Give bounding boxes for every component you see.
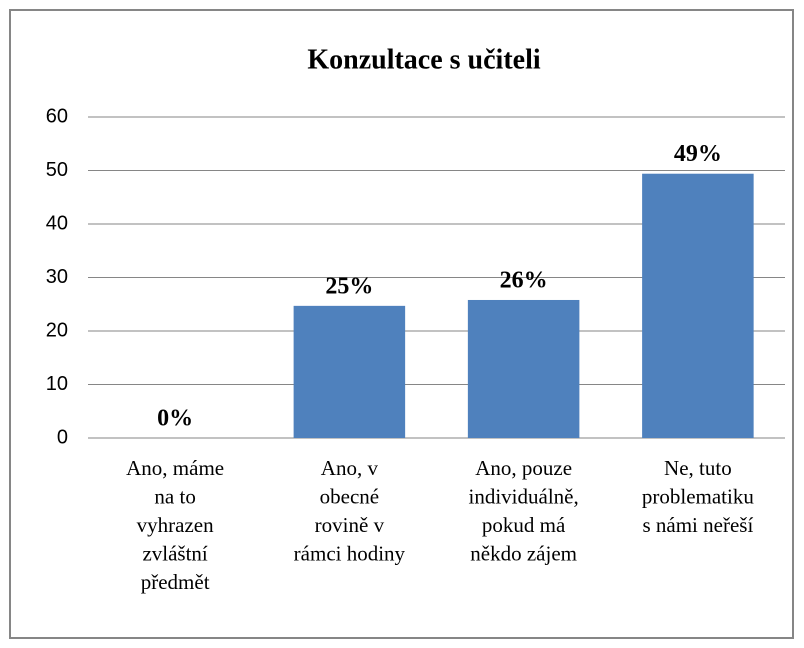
data-label: 26%: [500, 267, 548, 293]
bar: [293, 305, 406, 438]
x-tick-label: předmět: [141, 570, 210, 594]
y-tick-label: 30: [46, 266, 68, 288]
data-label: 25%: [325, 273, 373, 299]
x-tick-label: Ne, tuto: [664, 456, 732, 480]
x-tick-label: problematiku: [642, 484, 754, 508]
x-tick-label: někdo zájem: [470, 541, 577, 565]
x-tick-label: obecné: [320, 484, 379, 508]
y-tick-label: 20: [46, 319, 68, 341]
y-tick-label: 60: [46, 105, 68, 127]
y-tick-label: 10: [46, 373, 68, 395]
x-tick-label: Ano, pouze: [475, 456, 572, 480]
x-tick-label: pokud má: [482, 513, 566, 537]
x-tick-label: individuálně,: [469, 484, 579, 508]
x-tick-label: zvláštní: [142, 541, 207, 565]
data-label: 49%: [674, 141, 722, 167]
y-tick-label: 40: [46, 212, 68, 234]
y-tick-label: 0: [57, 426, 68, 448]
x-tick-label: Ano, máme: [126, 456, 224, 480]
x-tick-label: na to: [154, 484, 195, 508]
x-tick-label: rámci hodiny: [294, 541, 406, 565]
x-tick-label: rovině v: [315, 513, 385, 537]
x-tick-label: Ano, v: [321, 456, 379, 480]
x-tick-label: s námi neřeší: [642, 513, 753, 537]
chart-title: Konzultace s učiteli: [307, 44, 541, 75]
bar: [467, 299, 580, 438]
y-tick-label: 50: [46, 159, 68, 181]
x-tick-label: vyhrazen: [137, 513, 214, 537]
bar: [642, 173, 754, 438]
data-label: 0%: [157, 406, 193, 432]
